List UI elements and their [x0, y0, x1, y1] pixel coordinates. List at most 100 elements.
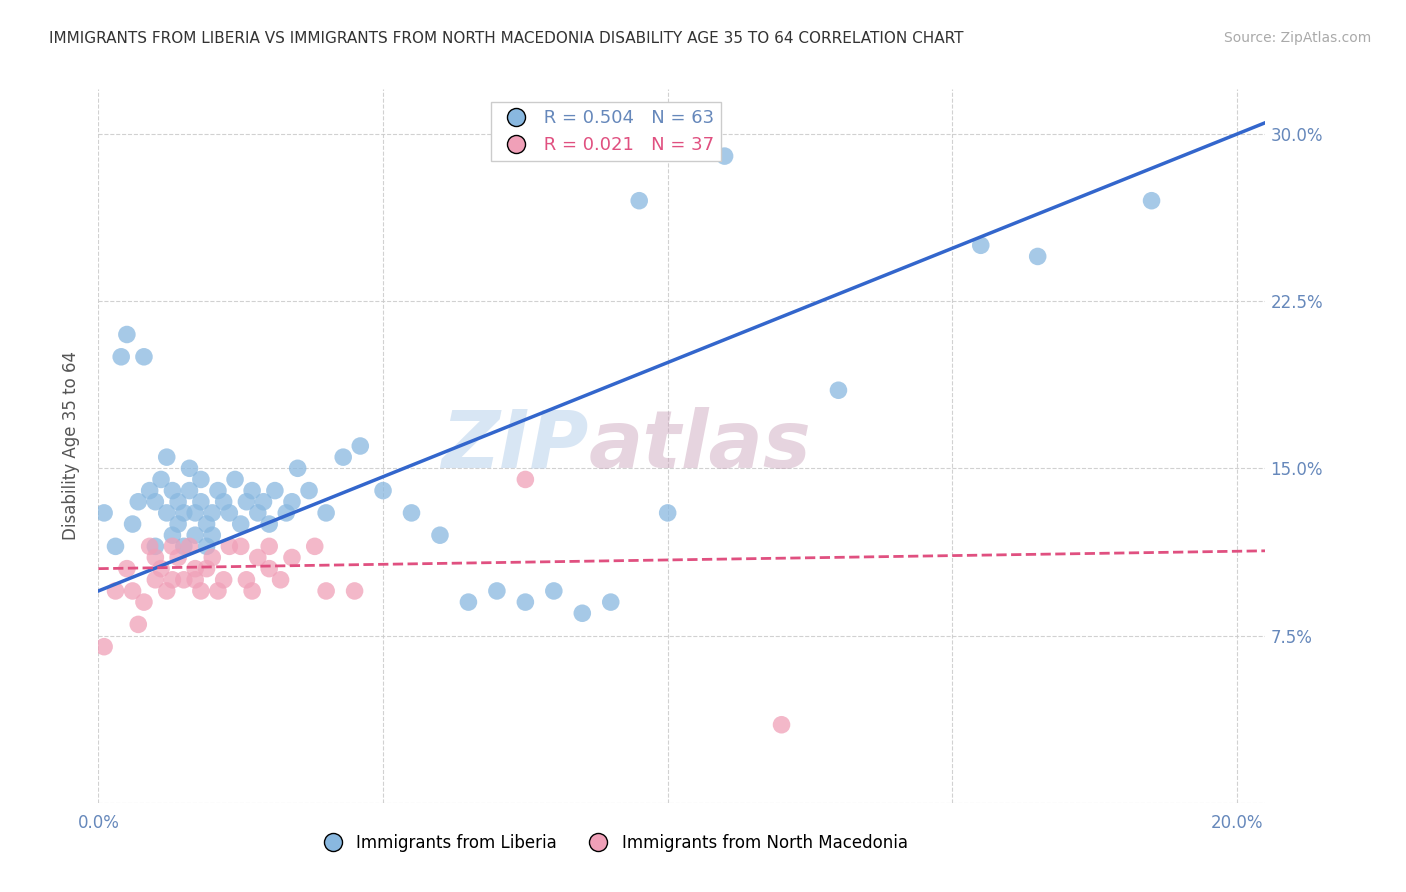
Point [184, 562, 207, 576]
Point [1140, 194, 1163, 208]
Point [970, 238, 993, 252]
Point [264, 483, 287, 498]
Point [270, 573, 292, 587]
Point [143, 539, 166, 553]
Point [207, 483, 229, 498]
Point [401, 506, 423, 520]
Y-axis label: Disability Age 35 to 64: Disability Age 35 to 64 [62, 351, 80, 541]
Point [349, 439, 371, 453]
Point [115, 562, 138, 576]
Point [218, 539, 240, 553]
Point [143, 573, 166, 587]
Point [281, 550, 304, 565]
Point [127, 617, 149, 632]
Point [201, 550, 224, 565]
Point [167, 517, 190, 532]
Text: atlas: atlas [589, 407, 811, 485]
Legend: Immigrants from Liberia, Immigrants from North Macedonia: Immigrants from Liberia, Immigrants from… [309, 828, 914, 859]
Point [184, 506, 207, 520]
Point [304, 539, 326, 553]
Point [127, 494, 149, 508]
Point [150, 562, 173, 576]
Point [104, 583, 127, 598]
Point [827, 384, 849, 398]
Point [150, 473, 173, 487]
Text: Source: ZipAtlas.com: Source: ZipAtlas.com [1223, 31, 1371, 45]
Point [121, 583, 143, 598]
Point [104, 539, 127, 553]
Point [246, 506, 269, 520]
Point [332, 450, 354, 465]
Point [240, 583, 263, 598]
Text: ZIP: ZIP [441, 407, 589, 485]
Point [571, 607, 593, 621]
Point [93, 506, 115, 520]
Point [190, 583, 212, 598]
Point [173, 539, 195, 553]
Point [162, 528, 184, 542]
Point [184, 573, 207, 587]
Point [1026, 249, 1049, 264]
Point [179, 461, 201, 475]
Point [156, 506, 179, 520]
Point [235, 573, 257, 587]
Point [138, 483, 160, 498]
Point [252, 494, 274, 508]
Point [628, 194, 651, 208]
Point [143, 550, 166, 565]
Point [110, 350, 132, 364]
Point [156, 583, 179, 598]
Point [371, 483, 394, 498]
Point [281, 494, 304, 508]
Point [229, 517, 252, 532]
Point [190, 494, 212, 508]
Point [429, 528, 451, 542]
Point [276, 506, 298, 520]
Point [143, 494, 166, 508]
Point [257, 562, 280, 576]
Point [207, 583, 229, 598]
Text: IMMIGRANTS FROM LIBERIA VS IMMIGRANTS FROM NORTH MACEDONIA DISABILITY AGE 35 TO : IMMIGRANTS FROM LIBERIA VS IMMIGRANTS FR… [49, 31, 963, 46]
Point [195, 517, 218, 532]
Point [201, 528, 224, 542]
Point [315, 583, 337, 598]
Point [179, 483, 201, 498]
Point [224, 473, 246, 487]
Point [240, 483, 263, 498]
Point [713, 149, 735, 163]
Point [257, 539, 280, 553]
Point [218, 506, 240, 520]
Point [201, 506, 224, 520]
Point [115, 327, 138, 342]
Point [229, 539, 252, 553]
Point [212, 494, 235, 508]
Point [315, 506, 337, 520]
Point [156, 450, 179, 465]
Point [515, 595, 537, 609]
Point [132, 350, 155, 364]
Point [235, 494, 257, 508]
Point [93, 640, 115, 654]
Point [167, 494, 190, 508]
Point [132, 595, 155, 609]
Point [162, 573, 184, 587]
Point [184, 528, 207, 542]
Point [246, 550, 269, 565]
Point [287, 461, 309, 475]
Point [121, 517, 143, 532]
Point [257, 517, 280, 532]
Point [195, 539, 218, 553]
Point [173, 506, 195, 520]
Point [173, 573, 195, 587]
Point [162, 539, 184, 553]
Point [485, 583, 508, 598]
Point [179, 539, 201, 553]
Point [195, 562, 218, 576]
Point [343, 583, 366, 598]
Point [190, 473, 212, 487]
Point [138, 539, 160, 553]
Point [162, 483, 184, 498]
Point [657, 506, 679, 520]
Point [770, 717, 793, 731]
Point [212, 573, 235, 587]
